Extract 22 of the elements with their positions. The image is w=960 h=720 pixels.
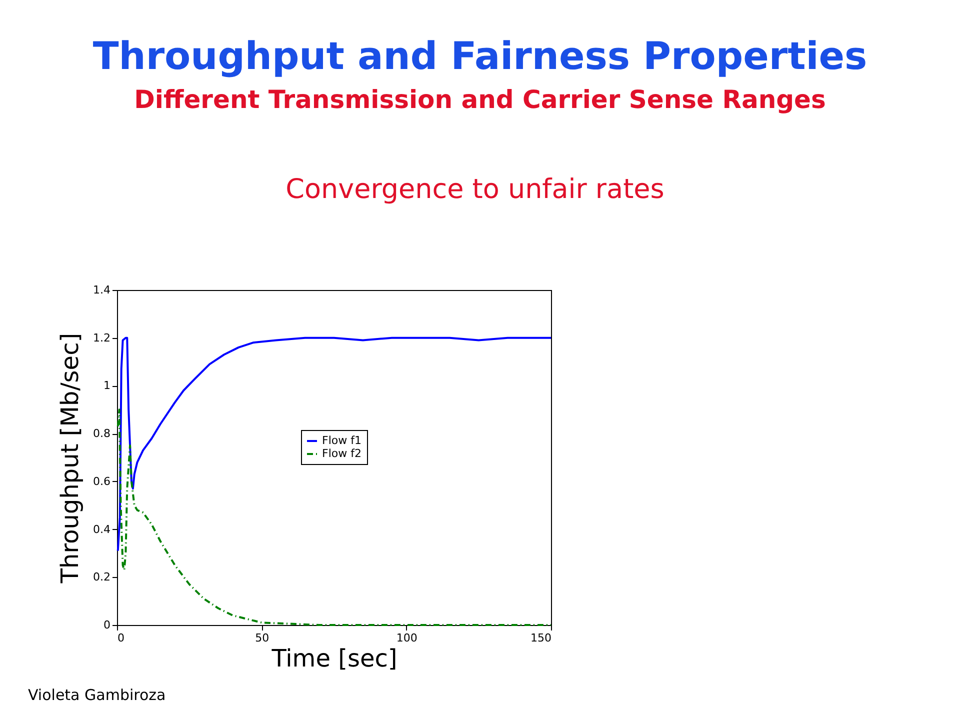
- y-tick-label: 1.2: [93, 331, 110, 344]
- y-tick-label: 0.4: [93, 522, 110, 536]
- line-series: [116, 336, 552, 552]
- y-axis-title: Throughput [Mb/sec]: [56, 332, 84, 584]
- chart-title: Throughput and Fairness Properties: [92, 34, 868, 78]
- chart-subtitle: Different Transmission and Carrier Sense Ranges: [134, 85, 826, 114]
- legend-label: Flow f2: [322, 447, 362, 460]
- x-tick-label: 100: [396, 632, 418, 644]
- line-series: [116, 408, 552, 626]
- legend-label: Flow f1: [322, 434, 362, 447]
- x-axis-title: Time [sec]: [270, 644, 398, 672]
- x-tick-label: 0: [118, 632, 124, 644]
- y-tick-label: 1: [104, 379, 110, 392]
- y-tick-label: 1.4: [93, 284, 110, 296]
- y-tick-label: 0.8: [93, 427, 110, 440]
- text: Convergence to unfair rates: [286, 174, 664, 205]
- text: Violeta Gambiroza: [28, 686, 166, 704]
- y-tick-label: 0.2: [93, 570, 110, 584]
- x-tick-label: 150: [530, 632, 552, 644]
- x-tick-label: 50: [255, 632, 270, 644]
- y-tick-label: 0: [104, 618, 110, 632]
- y-tick-label: 0.6: [93, 474, 110, 488]
